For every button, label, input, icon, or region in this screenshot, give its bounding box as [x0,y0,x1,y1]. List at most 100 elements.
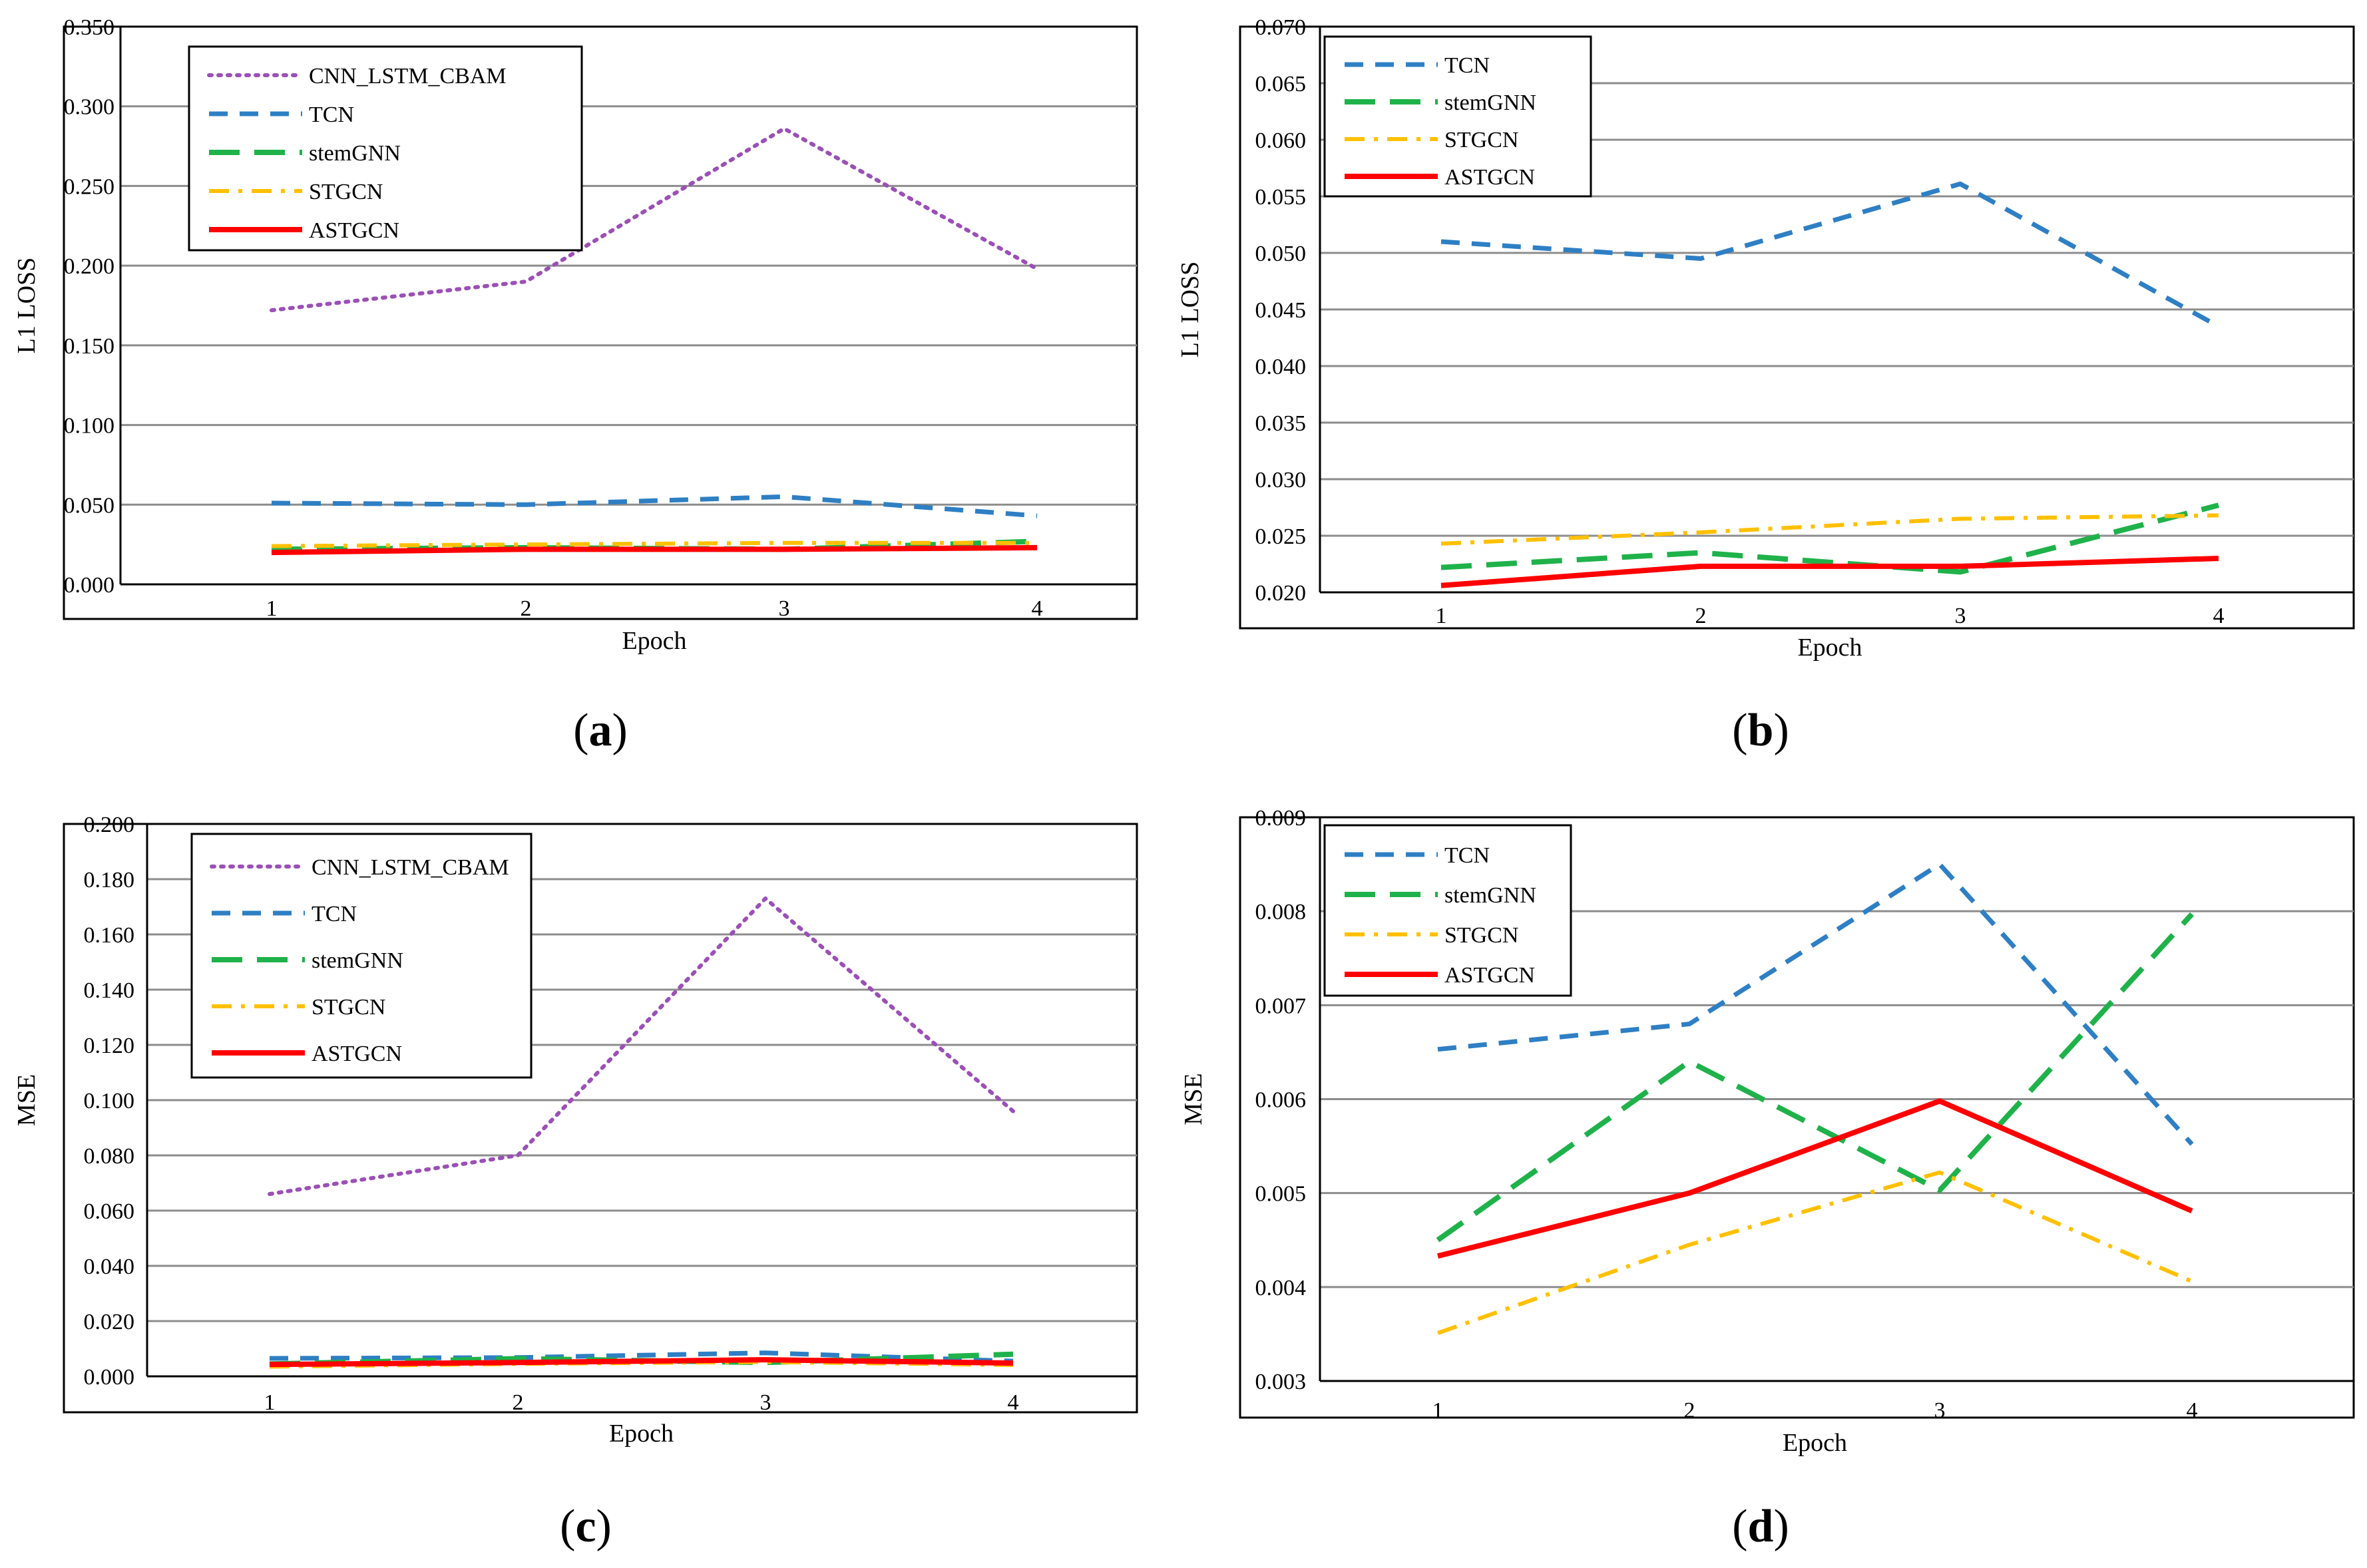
y-tick-label: 0.100 [84,1089,135,1113]
series-line-stgcn [1437,1170,2193,1335]
y-tick-label: 0.300 [64,95,115,120]
y-tick-label: 0.040 [84,1255,135,1279]
y-tick-label: 0.060 [1255,128,1307,153]
legend-label: stemGNN [1444,91,1536,115]
legend-label: ASTGCN [1444,165,1535,190]
chart-panel-a: 0.000 0.050 0.100 0.150 0.200 0.250 0.300 0.350… [13,15,1138,756]
y-tick-label: 0.060 [84,1199,135,1224]
panel-caption: (b) [1732,705,1789,756]
legend-label: stemGNN [309,141,401,166]
y-tick-label: 0.120 [84,1034,135,1058]
y-tick-label: 0.065 [1255,72,1307,97]
y-tick-label: 0.008 [1255,900,1307,924]
x-tick-label: 3 [1934,1398,1946,1423]
legend-box [190,833,533,1079]
legend-label: TCN [309,102,354,127]
x-tick-label: 1 [1432,1398,1444,1423]
series-line-stemgnn [1440,502,2220,575]
chart-panel-d: 0.003 0.004 0.005 0.006 0.007 0.008 0.009 1 2 3 4 E… [1180,806,2355,1552]
x-tick-label: 3 [760,1390,771,1415]
y-tick-label: 0.000 [64,573,115,598]
x-tick-label: 1 [264,1390,276,1415]
y-axis-label: MSE [1180,1073,1207,1125]
x-tick-label: 2 [513,1390,524,1415]
legend-box [1323,35,1592,198]
legend-label: TCN [1444,53,1490,78]
series-line-tcn [271,494,1038,518]
y-tick-label: 0.030 [1255,468,1307,492]
legend-label: ASTGCN [309,218,399,243]
x-tick-label: 3 [1955,604,1966,628]
series-line-tcn [1440,181,2220,329]
legend-label: ASTGCN [312,1042,402,1066]
legend-box [1323,824,1572,997]
x-axis-label: Epoch [609,1420,674,1448]
y-tick-label: 0.007 [1255,994,1307,1018]
x-tick-label: 1 [1436,604,1447,628]
x-axis-label: Epoch [1797,634,1862,662]
series-line-tcn [1437,862,2194,1146]
legend-label: TCN [1444,843,1490,868]
y-tick-label: 0.055 [1255,185,1307,210]
series-line-astgcn [1437,1098,2193,1259]
y-tick-label: 0.040 [1255,355,1307,379]
y-tick-label: 0.009 [1255,806,1307,831]
y-tick-label: 0.020 [1255,581,1307,606]
y-tick-label: 0.150 [64,334,115,359]
chart-panel-b: 0.020 0.025 0.030 0.035 0.040 0.045 0.050 0.055… [1176,15,2355,756]
x-tick-label: 4 [1032,596,1043,621]
y-tick-label: 0.250 [64,174,115,199]
legend-label: CNN_LSTM_CBAM [312,855,509,880]
x-tick-label: 4 [2187,1398,2198,1423]
x-axis-label: Epoch [1783,1429,1847,1457]
legend-label: stemGNN [1444,883,1536,908]
y-tick-label: 0.080 [84,1144,135,1169]
x-axis-label: Epoch [622,627,686,655]
legend-label: ASTGCN [1444,963,1535,988]
legend-label: TCN [312,902,357,926]
series-line-astgcn [1440,556,2219,588]
y-axis-label: MSE [13,1074,41,1126]
y-axis-label: L1 LOSS [1176,262,1204,358]
y-tick-label: 0.004 [1255,1276,1307,1300]
legend-box [188,45,583,252]
x-tick-label: 4 [1008,1390,1019,1415]
legend-label: STGCN [312,995,385,1020]
series-line-stgcn [1440,513,2219,546]
series-line-tcn [269,1350,1014,1364]
x-tick-label: 2 [1695,604,1707,628]
x-tick-label: 2 [1684,1398,1695,1423]
panel-caption: (d) [1732,1501,1789,1552]
series-line-cnn-lstm-cbam [270,126,1039,313]
x-tick-label: 1 [266,596,278,621]
x-tick-label: 2 [521,596,532,621]
panel-caption: (a) [573,705,628,756]
y-tick-label: 0.050 [64,493,115,518]
series-line-stemgnn [1436,912,2194,1243]
y-tick-label: 0.050 [1255,242,1307,266]
y-tick-label: 0.003 [1255,1370,1307,1394]
series-line-astgcn [269,1357,1014,1368]
y-tick-label: 0.070 [1255,15,1307,40]
y-tick-label: 0.140 [84,978,135,1003]
y-tick-label: 0.200 [64,254,115,279]
y-tick-label: 0.045 [1255,298,1307,323]
y-tick-label: 0.006 [1255,1088,1307,1113]
legend-label: stemGNN [312,948,403,973]
legend-label: STGCN [1444,923,1518,948]
series-line-stgcn [271,540,1037,548]
panel-caption: (c) [560,1501,612,1552]
y-tick-label: 0.035 [1255,411,1307,436]
legend-label: CNN_LSTM_CBAM [309,64,507,89]
y-tick-label: 0.160 [84,923,135,948]
y-tick-label: 0.180 [84,868,135,892]
y-tick-label: 0.350 [64,15,115,40]
legend-label: STGCN [309,180,383,204]
series-line-cnn-lstm-cbam [268,896,1015,1197]
y-tick-label: 0.020 [84,1310,135,1334]
y-tick-label: 0.025 [1255,524,1307,549]
series-line-astgcn [271,544,1038,556]
x-tick-label: 3 [779,596,790,621]
chart-panel-c: 0.000 0.020 0.040 0.060 0.080 0.100 0.120 0.140… [13,813,1138,1552]
